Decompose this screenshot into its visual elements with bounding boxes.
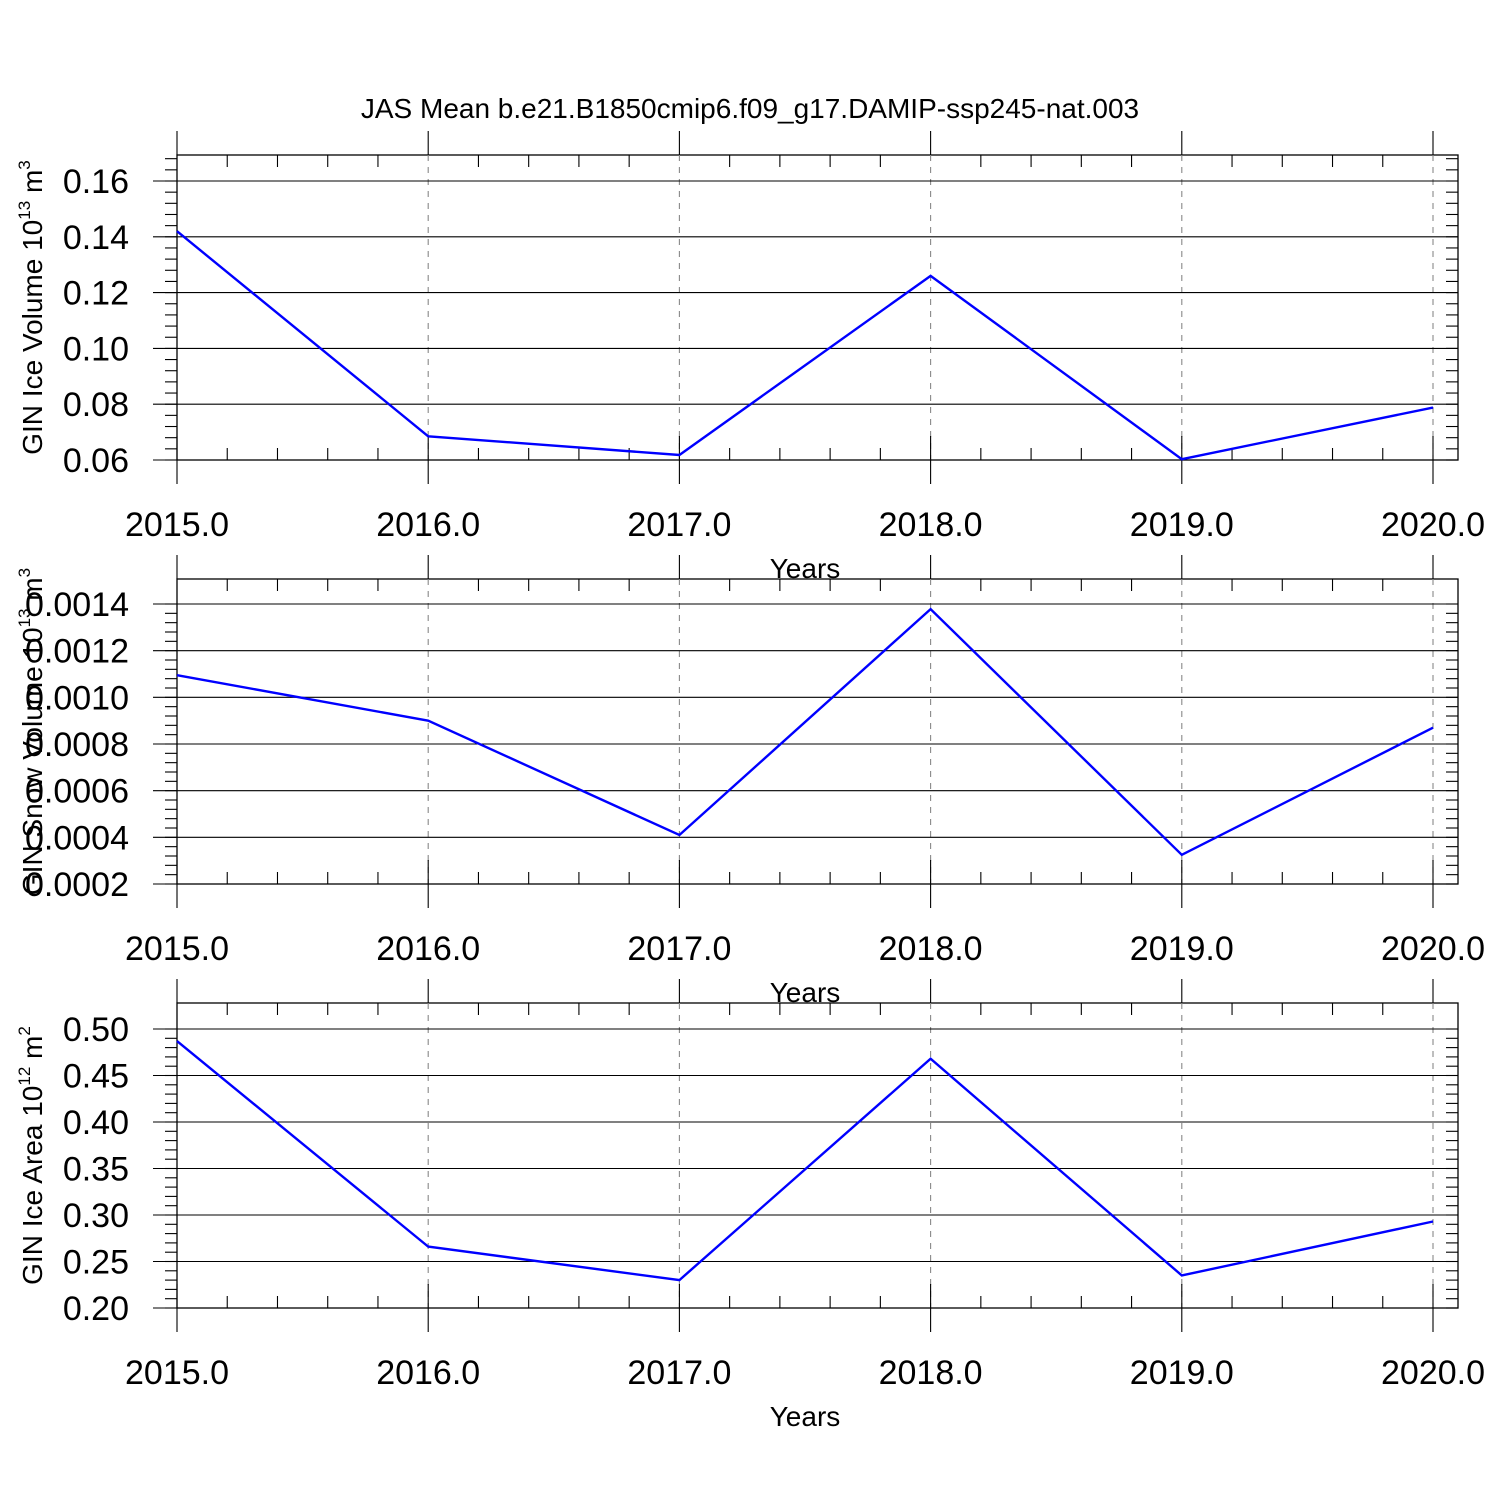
- x-tick-label: 2015.0: [125, 506, 229, 544]
- series-line: [176, 607, 1434, 857]
- series-line: [176, 230, 1434, 461]
- x-tick-label: 2020.0: [1381, 930, 1485, 968]
- x-axis-label: Years: [770, 1401, 841, 1432]
- x-tick-label: 2019.0: [1130, 930, 1234, 968]
- x-tick-label: 2016.0: [376, 506, 480, 544]
- x-tick-label: 2018.0: [879, 930, 983, 968]
- y-axis-label: GIN Snow Volume 1013 m3: [15, 568, 48, 895]
- x-tick-label: 2019.0: [1130, 506, 1234, 544]
- y-axis-label-exponent: 13: [15, 608, 34, 627]
- x-tick-label: 2016.0: [376, 930, 480, 968]
- y-axis-label-unit-exponent: 3: [15, 568, 34, 577]
- y-tick-label: 0.25: [63, 1244, 129, 1282]
- y-axis-label-text: GIN Ice Volume 10: [17, 220, 48, 455]
- y-tick-label: 0.0014: [25, 586, 129, 624]
- y-axis-label-exponent: 13: [15, 201, 34, 220]
- y-tick-label: 0.0006: [25, 773, 129, 811]
- y-axis-label-exponent: 12: [15, 1067, 34, 1086]
- y-tick-label: 0.45: [63, 1058, 129, 1096]
- x-tick-label: 2020.0: [1381, 1354, 1485, 1392]
- x-tick-label: 2018.0: [879, 506, 983, 544]
- x-tick-label: 2019.0: [1130, 1354, 1234, 1392]
- y-axis-label-unit: m: [17, 170, 48, 201]
- y-tick-label: 0.10: [63, 330, 129, 368]
- y-axis-label-unit-exponent: 2: [15, 1026, 34, 1035]
- y-tick-label: 0.14: [63, 219, 129, 257]
- y-tick-label: 0.0012: [25, 633, 129, 671]
- plot-frame: [176, 154, 1459, 461]
- panel-3: 2015.0 2016.0 2017.0 2018.0 2019.0 2020.0 0.20…: [15, 979, 1485, 1432]
- y-axis-label-unit: m: [17, 1036, 48, 1067]
- y-axis-label-text: GIN Ice Area 10: [17, 1086, 48, 1285]
- y-tick-label: 0.06: [63, 442, 129, 480]
- y-axis-label-unit: m: [17, 577, 48, 608]
- y-tick-label: 0.0008: [25, 726, 129, 764]
- y-axis-label-unit-exponent: 3: [15, 160, 34, 169]
- panel-1: 2015.0 2016.0 2017.0 2018.0 2019.0 2020.0 0.06…: [15, 131, 1485, 584]
- y-tick-label: 0.08: [63, 386, 129, 424]
- y-tick-label: 0.20: [63, 1290, 129, 1328]
- plot-frame: [176, 1002, 1459, 1309]
- panel-2: 2015.0 2016.0 2017.0 2018.0 2019.0 2020.0 0.00…: [15, 555, 1485, 1008]
- x-tick-label: 2020.0: [1381, 506, 1485, 544]
- y-tick-label: 0.0002: [25, 866, 129, 904]
- y-tick-label: 0.30: [63, 1197, 129, 1235]
- y-tick-label: 0.0004: [25, 819, 129, 857]
- x-tick-label: 2017.0: [627, 506, 731, 544]
- x-tick-label: 2018.0: [879, 1354, 983, 1392]
- y-axis-label-text: GIN Snow Volume 10: [17, 627, 48, 895]
- x-tick-label: 2016.0: [376, 1354, 480, 1392]
- y-tick-label: 0.0010: [25, 679, 129, 717]
- x-tick-label: 2017.0: [627, 1354, 731, 1392]
- series-line: [176, 1040, 1434, 1282]
- chart-title: JAS Mean b.e21.B1850cmip6.f09_g17.DAMIP-…: [361, 93, 1139, 124]
- y-axis-label: GIN Ice Volume 1013 m3: [15, 160, 48, 455]
- y-axis-label: GIN Ice Area 1012 m2: [15, 1026, 48, 1285]
- y-tick-label: 0.16: [63, 163, 129, 201]
- y-tick-label: 0.12: [63, 275, 129, 313]
- y-tick-label: 0.35: [63, 1151, 129, 1189]
- y-tick-label: 0.40: [63, 1104, 129, 1142]
- x-tick-label: 2015.0: [125, 1354, 229, 1392]
- x-tick-label: 2015.0: [125, 930, 229, 968]
- x-tick-label: 2017.0: [627, 930, 731, 968]
- y-tick-label: 0.50: [63, 1011, 129, 1049]
- plot-frame: [176, 578, 1459, 885]
